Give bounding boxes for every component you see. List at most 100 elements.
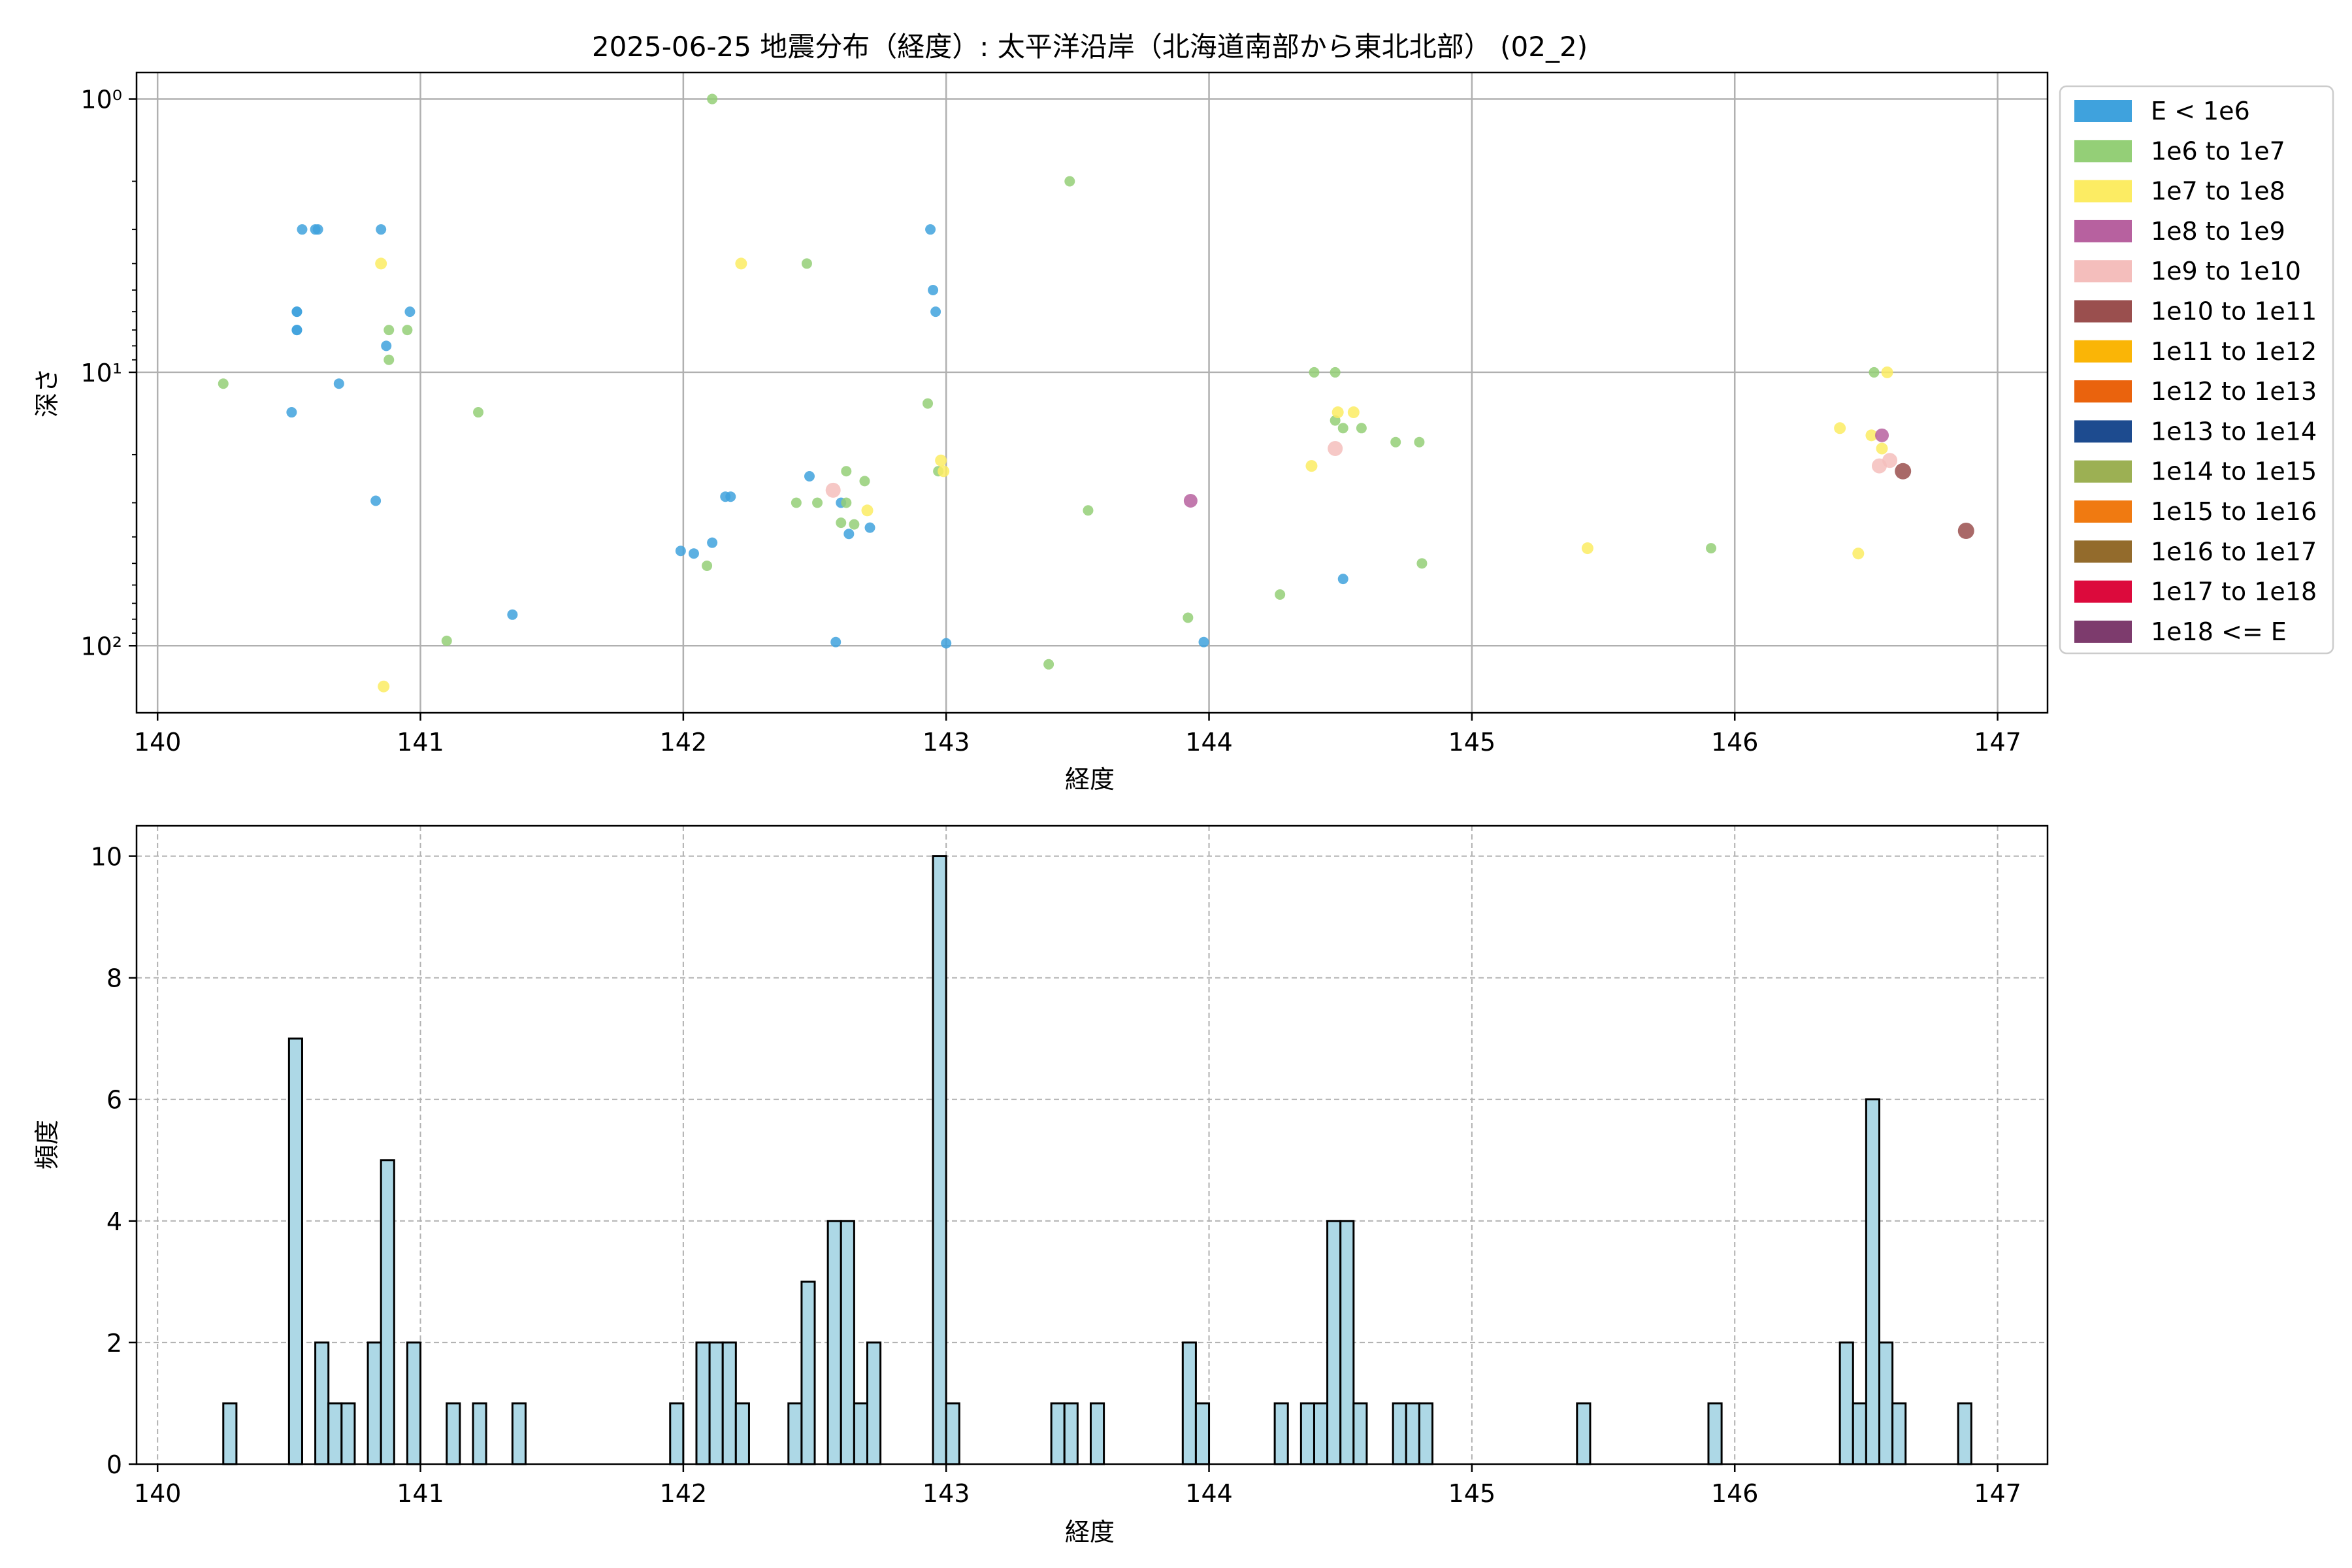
legend-swatch (2074, 540, 2132, 563)
histogram-y-axis-label: 頻度 (33, 1120, 61, 1169)
scatter-point (1876, 442, 1888, 455)
scatter-point (1834, 422, 1846, 434)
scatter-x-tick-label: 143 (923, 728, 970, 757)
scatter-point (1875, 428, 1889, 442)
legend-swatch (2074, 300, 2132, 323)
scatter-point (1183, 612, 1194, 623)
legend-entries: E < 1e6 1e6 to 1e7 1e7 to 1e8 1e8 to 1e9 1e9… (2074, 97, 2317, 646)
histogram-bar (1418, 1402, 1434, 1465)
scatter-series (1895, 463, 1974, 539)
histogram-bar (669, 1402, 685, 1465)
scatter-x-tick-label: 142 (660, 728, 708, 757)
chart-title: 2025-06-25 地震分布（経度）: 太平洋沿岸（北海道南部から東北北部） … (592, 31, 1588, 63)
histogram-bar (367, 1341, 382, 1465)
legend-label: 1e17 to 1e18 (2151, 578, 2317, 606)
scatter-point (404, 306, 416, 318)
histogram-bar (840, 1220, 855, 1465)
scatter-point (312, 224, 323, 235)
scatter-point (935, 454, 947, 466)
histogram-bar (1313, 1402, 1329, 1465)
scatter-point (376, 224, 387, 235)
scatter-point (286, 407, 297, 418)
legend-label: 1e11 to 1e12 (2151, 337, 2317, 366)
histogram-bar (734, 1402, 750, 1465)
scatter-x-ticks: 140 141 142 143 144 145 146 147 (134, 713, 2021, 757)
legend-label: 1e8 to 1e9 (2151, 217, 2285, 246)
histogram-bar (1838, 1341, 1854, 1465)
scatter-point (702, 560, 713, 571)
histogram-bar (327, 1402, 343, 1465)
legend-label: 1e10 to 1e11 (2151, 297, 2317, 326)
histogram-bar (1576, 1402, 1592, 1465)
histogram-bar (721, 1341, 737, 1465)
scatter-point (1414, 436, 1425, 448)
scatter-point (1706, 543, 1717, 554)
legend-label: 1e18 <= E (2151, 617, 2287, 646)
scatter-point (1337, 574, 1348, 585)
scatter-point (1390, 436, 1401, 448)
histogram-bar (1852, 1402, 1867, 1465)
histogram-bar (787, 1402, 803, 1465)
legend-swatch (2074, 260, 2132, 283)
scatter-point (923, 398, 934, 409)
scatter-point (1869, 367, 1880, 378)
histogram-y-ticks: 0 2 4 6 8 10 (91, 843, 137, 1479)
legend-swatch (2074, 220, 2132, 242)
scatter-y-tick-label: 10² (80, 632, 122, 661)
histogram-bar (1878, 1341, 1894, 1465)
histogram-bar (511, 1402, 527, 1465)
scatter-series (1183, 428, 1889, 508)
histogram-bar (1339, 1220, 1355, 1465)
scatter-point (333, 378, 344, 389)
histogram-x-axis-label: 経度 (1065, 1518, 1115, 1546)
histogram-x-tick-label: 141 (397, 1479, 444, 1508)
histogram-bars (222, 855, 1972, 1465)
histogram-bar (1063, 1402, 1079, 1465)
scatter-x-tick-label: 144 (1185, 728, 1233, 757)
histogram-bar (1299, 1402, 1315, 1465)
scatter-point (864, 522, 875, 533)
scatter-point (804, 470, 815, 482)
legend-label: 1e9 to 1e10 (2151, 257, 2301, 286)
histogram-bar (1089, 1402, 1105, 1465)
scatter-point (291, 306, 302, 318)
scatter-point (291, 325, 302, 336)
legend-swatch (2074, 340, 2132, 363)
histogram-bar (380, 1159, 395, 1465)
histogram-bar (1891, 1402, 1907, 1465)
scatter-point (1356, 423, 1367, 434)
histogram-x-tick-label: 146 (1711, 1479, 1759, 1508)
scatter-x-tick-label: 141 (397, 728, 444, 757)
scatter-y-tick-label: 10⁰ (80, 86, 122, 114)
legend-swatch (2074, 100, 2132, 122)
legend-label: 1e13 to 1e14 (2151, 417, 2317, 446)
scatter-point (1852, 547, 1865, 560)
histogram-bar (472, 1402, 487, 1465)
scatter-point (843, 529, 855, 540)
scatter-point (1183, 493, 1198, 508)
scatter-point (859, 476, 870, 487)
histogram-bar (1050, 1402, 1066, 1465)
scatter-point (707, 93, 718, 105)
scatter-panel: 140 141 142 143 144 145 146 147 10⁰ 10¹ 10² 経度 深さ (33, 71, 2049, 794)
legend-label: 1e15 to 1e16 (2151, 497, 2317, 526)
scatter-point (1865, 429, 1878, 442)
scatter-point (1064, 176, 1075, 187)
legend-swatch (2074, 380, 2132, 403)
scatter-point (297, 224, 308, 235)
scatter-point (1330, 367, 1341, 378)
scatter-point (375, 257, 387, 270)
scatter-point (930, 306, 941, 318)
legend-swatch (2074, 620, 2132, 643)
scatter-point (825, 482, 841, 498)
histogram-bar (800, 1281, 816, 1465)
scatter-plot-frame (135, 71, 2049, 714)
scatter-point (791, 497, 802, 508)
legend-swatch (2074, 180, 2132, 203)
scatter-y-axis-label: 深さ (33, 368, 61, 417)
histogram-bar (866, 1341, 882, 1465)
scatter-y-tick-label: 10¹ (80, 359, 122, 387)
scatter-series (825, 441, 1898, 498)
scatter-point (378, 680, 390, 693)
histogram-x-tick-label: 145 (1448, 1479, 1496, 1508)
